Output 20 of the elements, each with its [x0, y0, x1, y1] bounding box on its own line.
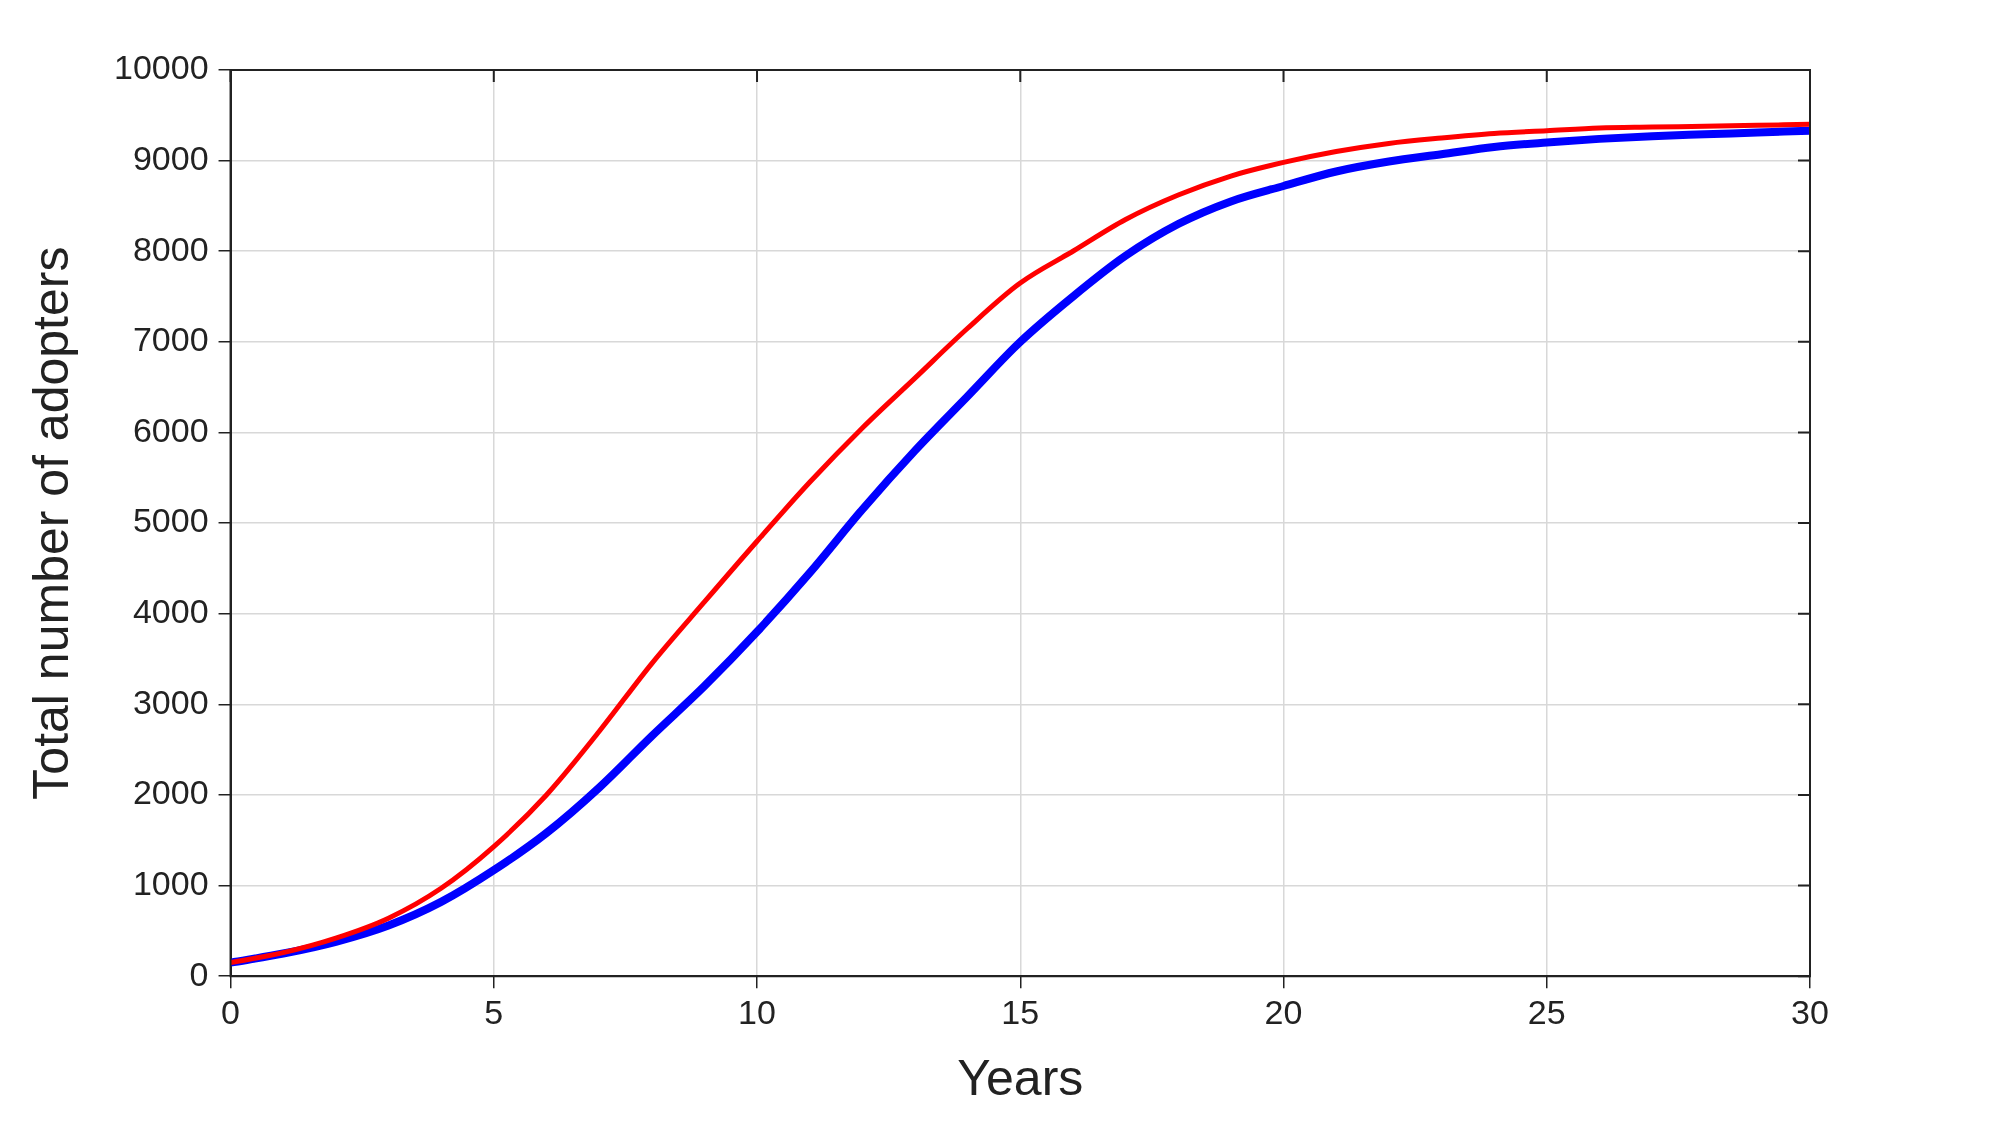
y-tick-label: 3000	[132, 682, 209, 721]
y-tick-label: 4000	[132, 592, 209, 631]
y-tick-label: 2000	[132, 773, 209, 812]
x-tick-label: 0	[221, 992, 241, 1031]
x-tick-label: 25	[1527, 992, 1566, 1031]
y-tick-label: 10000	[114, 48, 209, 87]
y-tick-label: 9000	[132, 138, 209, 177]
y-tick-label: 5000	[132, 501, 209, 540]
y-tick-label: 7000	[132, 320, 209, 359]
y-tick-label: 6000	[132, 410, 209, 449]
x-tick-label: 5	[484, 992, 504, 1031]
y-axis-title: Total number of adopters	[22, 246, 79, 800]
x-tick-label: 30	[1791, 992, 1829, 1031]
x-tick-label: 10	[738, 992, 776, 1031]
x-tick-label: 20	[1264, 992, 1303, 1031]
y-tick-label: 8000	[132, 229, 209, 268]
x-tick-label: 15	[1001, 992, 1040, 1031]
x-axis-title: Years	[957, 1049, 1084, 1106]
y-tick-label: 1000	[132, 863, 209, 902]
y-tick-label: 0	[189, 954, 209, 993]
